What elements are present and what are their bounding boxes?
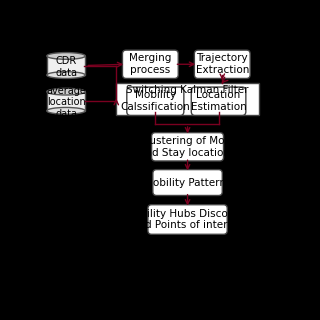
Bar [47, 56, 85, 75]
Text: average
location
data: average location data [46, 86, 86, 119]
Text: CDR
data: CDR data [55, 56, 77, 77]
Text: Mobility
Calssification: Mobility Calssification [120, 91, 190, 112]
Text: Location
Estimation: Location Estimation [191, 91, 246, 112]
FancyBboxPatch shape [194, 50, 250, 78]
FancyBboxPatch shape [191, 87, 246, 116]
Text: Switching Kalman Filter: Switching Kalman Filter [126, 85, 249, 95]
Bar [47, 92, 85, 111]
Ellipse shape [47, 88, 85, 95]
FancyBboxPatch shape [148, 205, 227, 234]
Text: Mobility Patterns: Mobility Patterns [144, 178, 231, 188]
Text: Trajectory
Extraction: Trajectory Extraction [196, 53, 249, 75]
FancyBboxPatch shape [152, 133, 224, 161]
Text: Mobility Hubs Discovery
and Points of interest: Mobility Hubs Discovery and Points of in… [125, 209, 251, 230]
Text: Merging
process: Merging process [129, 53, 172, 75]
FancyBboxPatch shape [127, 87, 184, 116]
FancyBboxPatch shape [116, 83, 259, 115]
Ellipse shape [47, 72, 85, 78]
FancyBboxPatch shape [153, 170, 222, 196]
FancyBboxPatch shape [123, 50, 178, 78]
Text: Clustering of Move
and Stay locations: Clustering of Move and Stay locations [139, 136, 236, 158]
Ellipse shape [47, 52, 85, 59]
Ellipse shape [47, 108, 85, 114]
